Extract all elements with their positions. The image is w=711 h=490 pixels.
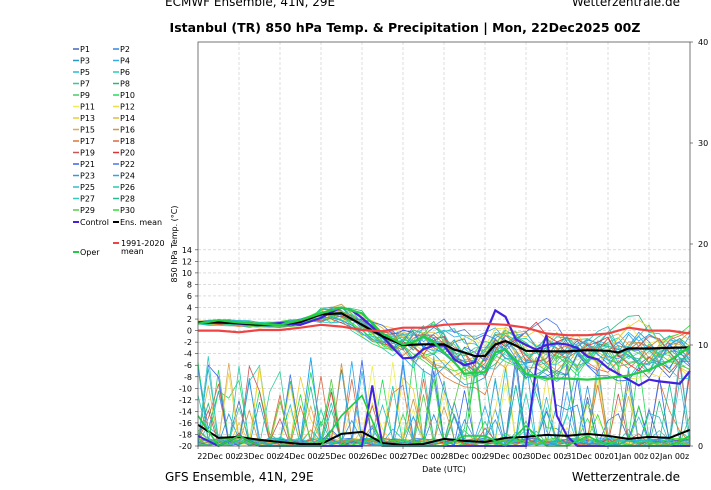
top-left-source-label: ECMWF Ensemble, 41N, 29E: [165, 0, 335, 9]
legend: P1 P2 P3 P4 P5 P6 P7 P8 P9 P10 P11 P12 P13 P14 P15 P16 P…: [73, 45, 165, 257]
legend-label-climate-line2: mean: [121, 247, 144, 256]
main-lines: [197, 306, 691, 387]
y-tick-label: 2: [187, 315, 192, 324]
y-tick-label: -6: [184, 361, 192, 370]
y-tick-label: 4: [187, 304, 192, 313]
x-tick-label: 02Jan 00z: [650, 452, 689, 461]
legend-label-p8: P8: [120, 80, 130, 89]
grid: [198, 42, 690, 447]
legend-label-control: Control: [80, 218, 109, 227]
y-tick-label: -8: [184, 373, 192, 382]
legend-label-p26: P26: [120, 183, 135, 192]
y2-tick-label: 10: [698, 341, 708, 350]
legend-label-p19: P19: [80, 149, 95, 158]
y-tick-label: -4: [184, 350, 192, 359]
temp-line-control: [197, 306, 691, 387]
x-tick-label: 24Dec 00z: [279, 452, 322, 461]
temp-line-1991-2020-mean: [198, 322, 691, 337]
bottom-left-source-label: GFS Ensemble, 41N, 29E: [165, 470, 314, 484]
x-tick-label: 25Dec 00z: [320, 452, 363, 461]
y2-tick-label: 40: [698, 38, 708, 47]
legend-label-p16: P16: [120, 126, 135, 135]
legend-label-p29: P29: [80, 206, 95, 215]
x-tick-label: 30Dec 00z: [525, 452, 568, 461]
legend-label-p3: P3: [80, 57, 90, 66]
legend-label-p28: P28: [120, 195, 135, 204]
legend-label-p14: P14: [120, 114, 135, 123]
precip-line-ens-mean: [197, 423, 691, 447]
legend-label-p13: P13: [80, 114, 95, 123]
legend-label-climate: 1991-2020: [121, 239, 165, 248]
y-tick-label: 6: [187, 292, 192, 301]
legend-label-p30: P30: [120, 206, 135, 215]
y-tick-label: -14: [179, 407, 192, 416]
member-precip-p28: [197, 373, 691, 447]
y-tick-label: 14: [182, 246, 192, 255]
chart-title: Istanbul (TR) 850 hPa Temp. & Precipitat…: [170, 20, 641, 35]
legend-label-oper: Oper: [80, 248, 100, 257]
y-tick-label: 10: [182, 269, 192, 278]
legend-label-p24: P24: [120, 172, 135, 181]
top-right-source-label: Wetterzentrale.de: [572, 0, 680, 9]
y-tick-label: 0: [187, 327, 192, 336]
x-tick-label: 27Dec 00z: [402, 452, 445, 461]
y-tick-label: -20: [179, 442, 192, 451]
legend-label-p20: P20: [120, 149, 135, 158]
legend-label-p12: P12: [120, 103, 135, 112]
bottom-right-source-label: Wetterzentrale.de: [572, 470, 680, 484]
legend-label-p9: P9: [80, 91, 90, 100]
x-tick-label: 31Dec 00z: [566, 452, 609, 461]
legend-label-p18: P18: [120, 137, 135, 146]
legend-label-p2: P2: [120, 45, 130, 54]
y-axis-ticks: 14 12 10 8 6 4 2 0 -2 -4 -6 -8 -10 -12 -14 -16 -18 -20: [179, 246, 198, 451]
legend-label-p7: P7: [80, 80, 90, 89]
y-tick-label: -16: [179, 419, 192, 428]
y-tick-label: -10: [179, 384, 192, 393]
legend-label-p11: P11: [80, 103, 95, 112]
legend-label-p25: P25: [80, 183, 95, 192]
temp-line-oper: [197, 306, 691, 381]
legend-label-p5: P5: [80, 68, 90, 77]
legend-label-p17: P17: [80, 137, 95, 146]
y-tick-label: -12: [179, 396, 192, 405]
legend-label-p21: P21: [80, 160, 95, 169]
x-tick-label: 29Dec 00z: [484, 452, 527, 461]
legend-label-p4: P4: [120, 57, 130, 66]
x-tick-label: 26Dec 00z: [361, 452, 404, 461]
x-tick-label: 22Dec 00z: [197, 452, 240, 461]
legend-label-p10: P10: [120, 91, 135, 100]
y-tick-label: 8: [187, 280, 192, 289]
y2-axis-ticks: 0 10 20 30 40: [690, 38, 708, 451]
temp-line-ens-mean: [198, 312, 691, 358]
x-tick-label: 01Jan 00z: [609, 452, 648, 461]
member-line-p28: [197, 306, 691, 377]
x-tick-label: 28Dec 00z: [443, 452, 486, 461]
legend-label-p6: P6: [120, 68, 130, 77]
y2-tick-label: 0: [698, 442, 703, 451]
y-axis-label: 850 hPa Temp. (°C): [170, 205, 179, 282]
y2-tick-label: 20: [698, 240, 708, 249]
x-axis-label: Date (UTC): [422, 465, 466, 474]
legend-label-p22: P22: [120, 160, 135, 169]
y-tick-label: -18: [179, 430, 192, 439]
legend-label-p1: P1: [80, 45, 90, 54]
legend-label-p15: P15: [80, 126, 95, 135]
y-tick-label: -2: [184, 338, 192, 347]
x-tick-label: 23Dec 00z: [238, 452, 281, 461]
legend-label-ens_mean: Ens. mean: [120, 218, 162, 227]
legend-label-p27: P27: [80, 195, 95, 204]
y2-tick-label: 30: [698, 139, 708, 148]
y-tick-label: 12: [182, 257, 192, 266]
legend-label-p23: P23: [80, 172, 95, 181]
